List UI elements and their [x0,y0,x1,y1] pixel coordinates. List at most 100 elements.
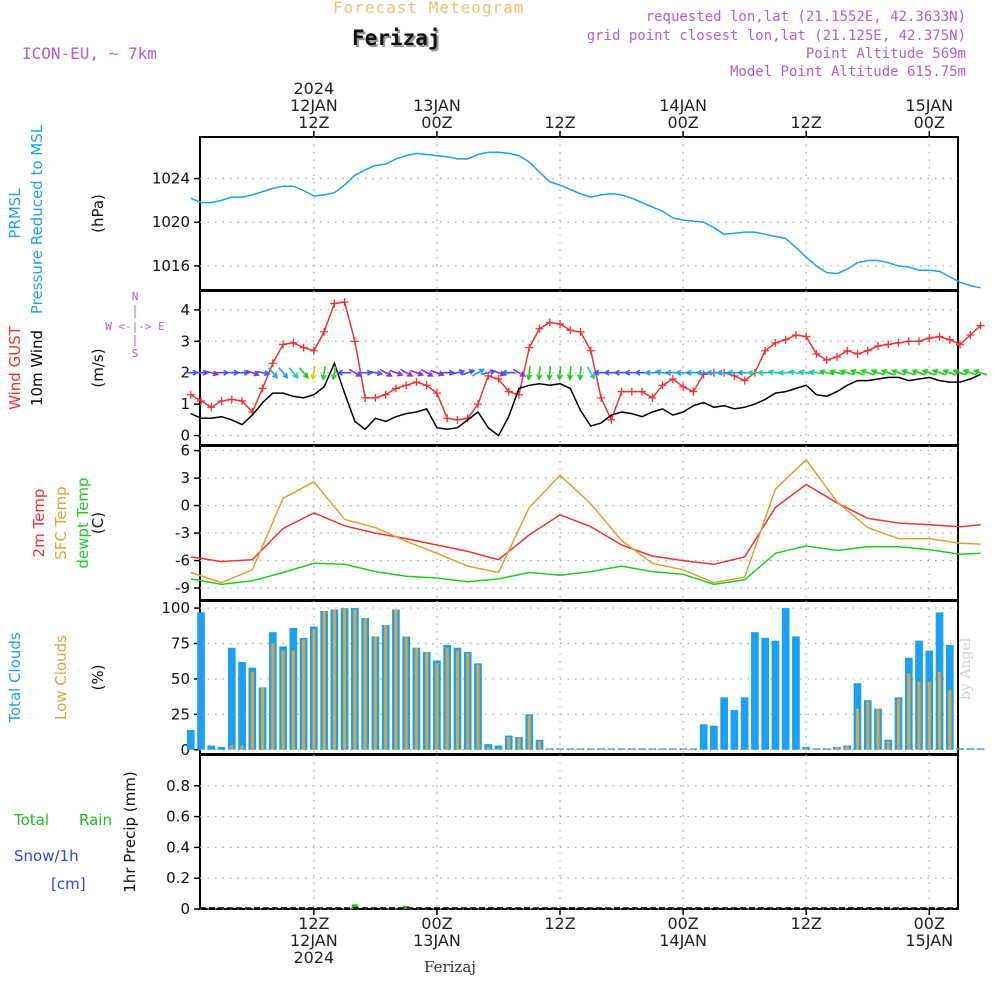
bar-low-clouds [240,745,244,750]
panel-title-10m-wind: 10m Wind [28,330,46,406]
gust-marker [915,337,924,346]
gust-marker [843,346,852,355]
gust-marker [268,359,277,368]
gust-marker [586,346,595,355]
bar-low-clouds [855,708,860,750]
y-tick-label: 50 [171,670,190,688]
gust-marker [289,338,298,347]
y-tick-label: 1024 [152,170,190,188]
wind-arrow [577,366,584,381]
gust-marker [453,415,462,424]
bar-total-clouds [771,640,780,750]
bar-low-clouds [568,748,572,750]
wind-arrow [536,366,543,381]
bar-low-clouds [445,647,449,750]
wind-arrow [860,368,875,376]
gust-marker [391,384,400,393]
gust-marker [535,324,544,333]
wind-arrow [556,366,563,381]
wind-arrow [787,369,803,376]
y-axis-label: 1hr Precip (mm) [121,771,139,892]
bar-total-clouds [956,748,964,750]
bar-low-clouds [435,663,439,750]
gust-marker [648,393,657,402]
bar-low-clouds [507,737,511,750]
wind-arrow [400,368,414,377]
y-tick-label: 100 [161,599,190,617]
bar-low-clouds [630,748,634,750]
gust-marker [186,390,195,399]
top-time-label: 12Z [298,113,329,132]
wind-arrow [461,368,476,376]
wind-arrow [808,369,823,376]
gust-marker [884,340,893,349]
bar-low-clouds [548,748,552,750]
gust-marker [197,397,206,405]
y-tick-label: 0.4 [166,838,190,856]
bar-total-clouds [197,612,205,750]
gust-marker [832,353,841,361]
gust-marker [945,335,954,344]
compass-west-east: W <-|-> E [105,320,165,333]
gust-marker [802,332,811,341]
y-tick-label: -6 [175,552,190,570]
bar-total-rain [351,904,358,909]
y-tick-label: 1 [180,395,190,413]
bar-total-clouds [207,745,216,750]
top-time-label: 00Z [667,113,698,132]
bar-total-clouds [792,636,800,750]
bar-total-clouds [720,697,728,750]
gust-marker [904,337,913,346]
bar-low-clouds [620,748,624,750]
model-label: ICON-EU, ~ 7km [22,44,157,63]
wind-arrow [278,367,289,379]
y-tick-label: 3 [180,332,190,350]
wind-arrow [320,366,327,381]
bar-low-clouds [250,671,254,750]
panel-title-dewpt-temp: dewpt Temp [74,477,92,568]
gust-marker [853,349,862,358]
y-tick-label: 4 [180,301,190,319]
panel-title-total-clouds: Total Clouds [6,632,24,724]
panel-title-2m-temp: 2m Temp [30,489,48,558]
bar-total-clouds [781,608,790,750]
wind-arrow [525,366,533,381]
gust-marker [966,331,975,339]
wind-arrow [586,366,595,380]
wind-arrow [379,368,393,377]
bar-low-clouds [527,715,531,750]
bar-low-clouds [486,746,490,750]
gust-marker [309,346,318,355]
wind-arrow [268,367,279,379]
bottom-time-label: 15JAN [905,931,953,950]
bar-total-clouds [238,661,246,750]
bar-low-clouds [343,608,347,750]
bar-low-clouds [384,625,388,750]
gust-marker [238,397,247,405]
gust-marker [863,346,872,355]
bar-low-clouds [261,687,265,750]
gust-marker [412,378,421,387]
y-tick-label: 0 [180,427,190,445]
gust-marker [658,381,667,390]
bar-low-clouds [845,745,849,750]
precipitation-panel: 0 0.2 0.4 0.6 0.8 1hr Precip (mm) [121,754,959,918]
bar-low-clouds [886,741,890,750]
wind-arrow [829,369,844,376]
precipitation-frame [199,754,959,910]
gust-marker [607,415,616,424]
wind-arrow [952,368,967,376]
y-axis-label: (m/s) [89,348,107,387]
wind-arrow [500,369,516,376]
wind-arrow [298,367,309,379]
bar-low-clouds [825,748,829,750]
precip-title-total: Total [13,811,49,829]
gust-marker [627,387,636,396]
wind-arrow [450,369,466,376]
bar-low-clouds [599,748,603,750]
pressure-panel: 1016 1020 1024 (hPa) PRMSL Pressure Reduced t… [6,124,981,314]
wind-arrow [440,369,456,376]
bottom-time-label: 12Z [791,914,822,933]
y-tick-label: 1016 [152,257,190,275]
gust-marker [556,320,565,328]
